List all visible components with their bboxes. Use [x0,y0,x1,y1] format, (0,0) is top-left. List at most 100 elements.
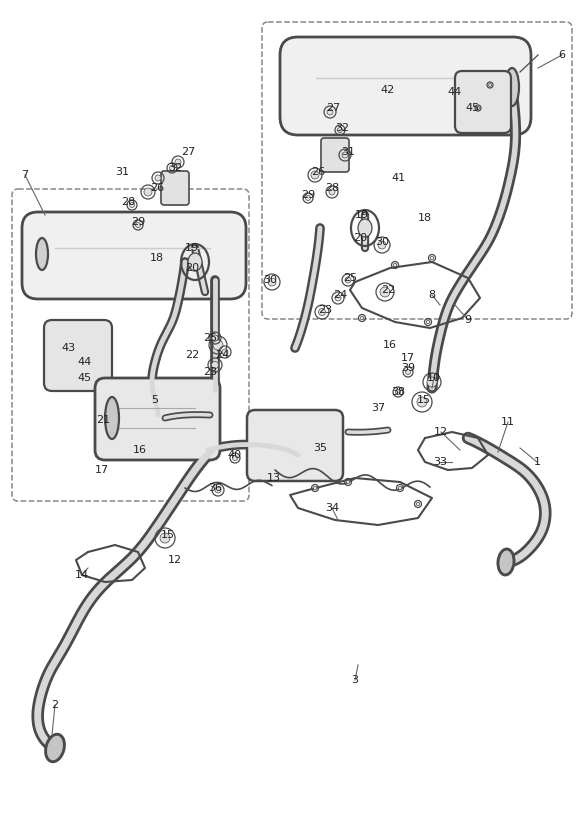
Text: 37: 37 [371,403,385,413]
Text: 22: 22 [381,285,395,295]
Text: 19: 19 [185,243,199,253]
Circle shape [378,241,386,249]
Text: 28: 28 [121,197,135,207]
Text: 38: 38 [391,387,405,397]
FancyBboxPatch shape [161,171,189,205]
Circle shape [212,335,218,341]
Circle shape [305,195,311,200]
Text: 3: 3 [352,675,359,685]
Text: 2: 2 [51,700,58,710]
Text: 11: 11 [501,417,515,427]
Circle shape [222,349,228,355]
Ellipse shape [498,549,514,575]
Text: 18: 18 [418,213,432,223]
Circle shape [416,503,420,506]
Ellipse shape [188,253,202,271]
Circle shape [342,152,348,158]
Circle shape [327,109,333,115]
Text: 12: 12 [434,427,448,437]
Text: 25: 25 [203,333,217,343]
Circle shape [345,277,351,283]
Ellipse shape [505,68,519,106]
Text: 35: 35 [313,443,327,453]
Circle shape [489,83,491,87]
Circle shape [406,369,410,374]
Text: 45: 45 [78,373,92,383]
Circle shape [338,128,342,133]
Text: 45: 45 [465,103,479,113]
Circle shape [380,287,390,297]
Text: 43: 43 [61,343,75,353]
Circle shape [394,263,397,267]
Text: 33: 33 [433,457,447,467]
Text: 24: 24 [333,290,347,300]
Circle shape [360,316,364,320]
Circle shape [398,486,402,489]
Text: 1: 1 [533,457,540,467]
FancyBboxPatch shape [280,37,531,135]
Circle shape [426,321,430,324]
Circle shape [129,203,135,208]
Circle shape [476,106,479,110]
FancyBboxPatch shape [321,138,349,172]
FancyBboxPatch shape [44,320,112,391]
Text: 8: 8 [429,290,436,300]
Text: 36: 36 [208,483,222,493]
Text: 29: 29 [301,190,315,200]
Text: 6: 6 [559,50,566,60]
Circle shape [346,480,350,484]
Text: 22: 22 [185,350,199,360]
Text: 25: 25 [343,273,357,283]
Ellipse shape [45,734,64,761]
Text: 26: 26 [150,183,164,193]
Text: 30: 30 [263,275,277,285]
Circle shape [175,159,181,165]
Circle shape [160,533,170,543]
Text: 18: 18 [150,253,164,263]
Text: 27: 27 [326,103,340,113]
Text: 39: 39 [401,363,415,373]
Text: 27: 27 [181,147,195,157]
Text: 34: 34 [325,503,339,513]
Text: 29: 29 [131,217,145,227]
Text: 9: 9 [465,315,472,325]
Circle shape [395,390,401,395]
Text: 28: 28 [325,183,339,193]
Text: 44: 44 [78,357,92,367]
Circle shape [313,486,317,489]
Ellipse shape [105,397,119,439]
Text: 20: 20 [185,263,199,273]
Text: 24: 24 [215,350,229,360]
Text: 14: 14 [75,570,89,580]
Circle shape [318,308,325,316]
Circle shape [233,456,237,461]
Text: 20: 20 [353,233,367,243]
Circle shape [212,362,219,368]
Text: 41: 41 [391,173,405,183]
Text: 5: 5 [152,395,159,405]
Text: 21: 21 [96,415,110,425]
FancyBboxPatch shape [455,71,511,133]
Circle shape [268,278,276,286]
Text: 44: 44 [448,87,462,97]
Text: 7: 7 [22,170,29,180]
Circle shape [135,222,141,227]
FancyBboxPatch shape [95,378,220,460]
Text: 30: 30 [375,237,389,247]
Circle shape [213,340,223,350]
Circle shape [335,295,341,301]
Ellipse shape [358,219,372,237]
FancyBboxPatch shape [247,410,343,481]
Text: 26: 26 [311,167,325,177]
Text: 19: 19 [355,210,369,220]
Circle shape [215,487,221,493]
Circle shape [144,188,152,196]
Text: 16: 16 [133,445,147,455]
Text: 15: 15 [417,395,431,405]
Text: 23: 23 [203,367,217,377]
Circle shape [311,171,319,179]
Text: 17: 17 [401,353,415,363]
Text: 12: 12 [168,555,182,565]
Text: 17: 17 [95,465,109,475]
Circle shape [430,256,434,260]
